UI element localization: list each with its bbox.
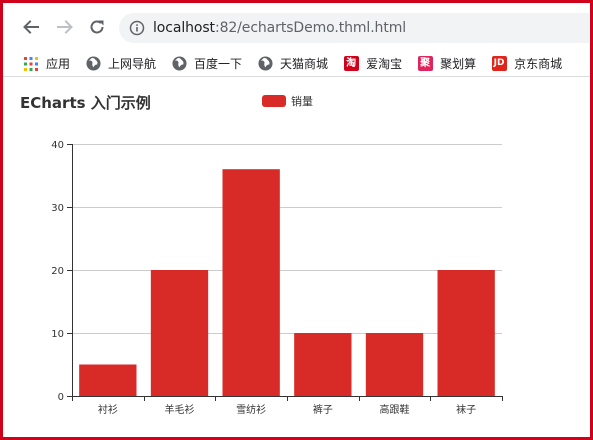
y-tick-label: 10: [51, 329, 64, 340]
page-content: 0 10 20 30 40 衬衫 羊毛衫 雪纺衫 裤子 高跟鞋 袜子 ECharts 入门示例 销量: [3, 79, 590, 437]
bar: [150, 270, 209, 396]
apps-grid-icon: [23, 56, 39, 72]
bookmark-label: 上网导航: [108, 57, 157, 71]
bookmark-label: 天猫商城: [280, 57, 329, 71]
globe-icon: [171, 56, 187, 72]
bookmark-label: 聚划算: [440, 57, 477, 71]
chart-legend[interactable]: 销量: [262, 93, 313, 109]
jd-icon: JD: [491, 56, 507, 72]
x-tick-label: 雪纺衫: [236, 403, 266, 416]
juhuasuan-badge: 聚: [417, 56, 433, 71]
bookmark-label: 应用: [46, 57, 71, 71]
browser-toolbar: localhost:82/echartsDemo.thml.html: [3, 3, 590, 49]
globe-icon: [257, 56, 273, 72]
bookmark-tmall[interactable]: 天猫商城: [257, 55, 328, 72]
reload-button[interactable]: [85, 15, 109, 39]
reload-icon: [90, 20, 104, 34]
taobao-badge: 淘: [343, 56, 359, 71]
bookmark-jd[interactable]: JD 京东商城: [491, 55, 562, 72]
bar: [365, 333, 424, 396]
y-tick-label: 20: [51, 266, 64, 277]
bar-chart: 0 10 20 30 40 衬衫 羊毛衫 雪纺衫 裤子 高跟鞋 袜子: [51, 140, 503, 416]
juhuasuan-icon: 聚: [417, 56, 433, 72]
forward-button[interactable]: [53, 15, 77, 39]
bar: [222, 169, 280, 396]
bookmark-label: 百度一下: [194, 57, 243, 71]
bar: [79, 364, 137, 396]
x-tick-label: 高跟鞋: [380, 403, 410, 416]
arrow-left-icon: [23, 20, 39, 34]
bar: [294, 333, 352, 396]
url-text[interactable]: localhost:82/echartsDemo.thml.html: [153, 20, 406, 36]
x-tick-label: 袜子: [456, 403, 476, 416]
back-button[interactable]: [19, 15, 43, 39]
x-tick-label: 衬衫: [98, 403, 118, 416]
legend-swatch: [262, 95, 286, 107]
bookmark-label: 爱淘宝: [366, 57, 403, 71]
legend-label: 销量: [291, 95, 313, 108]
arrow-right-icon: [57, 20, 73, 34]
bookmark-aitaobao[interactable]: 淘 爱淘宝: [343, 55, 402, 72]
y-tick-label: 30: [51, 203, 64, 214]
y-tick-label: 40: [51, 140, 64, 151]
jd-badge: JD: [491, 56, 507, 71]
taobao-icon: 淘: [343, 56, 359, 72]
bookmark-baidu[interactable]: 百度一下: [171, 55, 242, 72]
info-icon[interactable]: [129, 20, 145, 36]
address-bar[interactable]: localhost:82/echartsDemo.thml.html: [119, 13, 589, 43]
bar: [437, 270, 495, 396]
bookmark-apps[interactable]: 应用: [23, 55, 70, 72]
y-tick-label: 0: [58, 392, 64, 403]
url-host: localhost: [153, 20, 215, 36]
x-tick-label: 裤子: [313, 403, 333, 416]
bookmarks-bar: 应用 上网导航 百度一下 天猫商城 淘 爱淘宝: [3, 51, 590, 77]
bookmark-shangwang-daohang[interactable]: 上网导航: [85, 55, 156, 72]
chart-title: ECharts 入门示例: [20, 94, 151, 112]
x-tick-label: 羊毛衫: [165, 403, 195, 416]
url-path: :82/echartsDemo.thml.html: [214, 20, 407, 36]
bookmark-label: 京东商城: [514, 57, 563, 71]
globe-icon: [85, 56, 101, 72]
bookmark-juhuasuan[interactable]: 聚 聚划算: [417, 55, 476, 72]
